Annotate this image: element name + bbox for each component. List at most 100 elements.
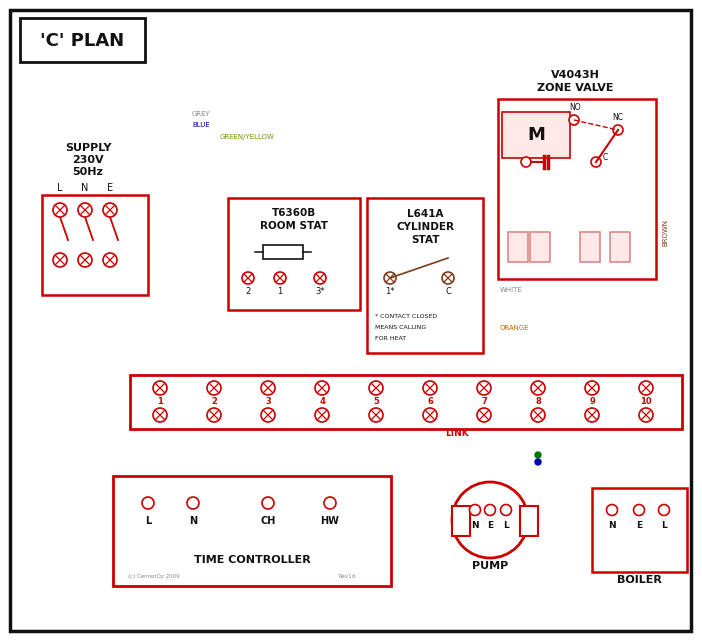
Text: 5: 5: [373, 397, 379, 406]
Text: BOILER: BOILER: [616, 575, 661, 585]
Text: 3*: 3*: [315, 287, 325, 296]
Circle shape: [585, 408, 599, 422]
Text: E: E: [107, 183, 113, 193]
Text: CH: CH: [260, 516, 276, 526]
Text: NO: NO: [569, 103, 581, 112]
Circle shape: [103, 253, 117, 267]
Text: 50Hz: 50Hz: [72, 167, 103, 177]
Circle shape: [535, 459, 541, 465]
Text: 1: 1: [157, 397, 163, 406]
Circle shape: [242, 272, 254, 284]
Text: T6360B: T6360B: [272, 208, 316, 218]
Circle shape: [324, 497, 336, 509]
Text: E: E: [487, 522, 493, 531]
Text: FOR HEAT: FOR HEAT: [375, 336, 406, 341]
FancyBboxPatch shape: [592, 488, 687, 572]
Circle shape: [207, 408, 221, 422]
Text: V4043H: V4043H: [550, 70, 600, 80]
Bar: [610, 232, 630, 262]
Circle shape: [535, 452, 541, 458]
Bar: [263, 245, 303, 259]
Circle shape: [521, 157, 531, 167]
FancyBboxPatch shape: [20, 18, 145, 62]
Circle shape: [274, 272, 286, 284]
Circle shape: [262, 497, 274, 509]
Circle shape: [633, 504, 644, 515]
Circle shape: [261, 408, 275, 422]
Circle shape: [315, 381, 329, 395]
Circle shape: [369, 381, 383, 395]
Text: E: E: [636, 522, 642, 531]
FancyBboxPatch shape: [228, 198, 360, 310]
Circle shape: [639, 408, 653, 422]
Text: GREEN/YELLOW: GREEN/YELLOW: [220, 134, 275, 140]
Text: L: L: [503, 522, 509, 531]
Text: N: N: [189, 516, 197, 526]
Bar: [580, 232, 600, 262]
Bar: [530, 232, 550, 262]
Circle shape: [103, 203, 117, 217]
FancyBboxPatch shape: [42, 195, 148, 295]
Circle shape: [477, 408, 491, 422]
Text: TIME CONTROLLER: TIME CONTROLLER: [194, 555, 310, 565]
Text: M: M: [527, 126, 545, 144]
Circle shape: [658, 504, 670, 515]
Text: 'C' PLAN: 'C' PLAN: [40, 32, 124, 50]
Circle shape: [607, 504, 618, 515]
Text: 8: 8: [535, 397, 541, 406]
Circle shape: [153, 381, 167, 395]
Text: 1: 1: [277, 287, 283, 296]
Bar: [452, 506, 470, 536]
Text: HW: HW: [321, 516, 340, 526]
Text: STAT: STAT: [411, 235, 439, 245]
Circle shape: [531, 408, 545, 422]
Text: 2: 2: [211, 397, 217, 406]
Text: C: C: [603, 153, 608, 162]
Text: L: L: [661, 522, 667, 531]
Bar: [508, 232, 528, 262]
Text: BROWN: BROWN: [662, 219, 668, 246]
Text: Rev1d: Rev1d: [338, 574, 355, 579]
Text: ROOM STAT: ROOM STAT: [260, 221, 328, 231]
Text: N: N: [81, 183, 88, 193]
Circle shape: [613, 125, 623, 135]
Circle shape: [470, 504, 480, 515]
Text: PUMP: PUMP: [472, 561, 508, 571]
Circle shape: [78, 253, 92, 267]
Circle shape: [585, 381, 599, 395]
Circle shape: [142, 497, 154, 509]
Text: NC: NC: [613, 113, 623, 122]
Circle shape: [315, 408, 329, 422]
Text: 1*: 1*: [385, 287, 395, 296]
Text: MEANS CALLING: MEANS CALLING: [375, 325, 426, 330]
Text: L641A: L641A: [406, 209, 443, 219]
Circle shape: [53, 203, 67, 217]
Bar: [520, 506, 538, 536]
Text: (c) CennerOz 2009: (c) CennerOz 2009: [128, 574, 180, 579]
Circle shape: [369, 408, 383, 422]
Circle shape: [569, 115, 579, 125]
FancyBboxPatch shape: [113, 476, 391, 586]
Text: 10: 10: [640, 397, 652, 406]
Circle shape: [384, 272, 396, 284]
Text: C: C: [445, 287, 451, 296]
Text: 6: 6: [427, 397, 433, 406]
Text: 9: 9: [589, 397, 595, 406]
Circle shape: [477, 381, 491, 395]
FancyBboxPatch shape: [498, 99, 656, 279]
Circle shape: [423, 408, 437, 422]
Circle shape: [53, 253, 67, 267]
Text: L: L: [58, 183, 62, 193]
Text: WHITE: WHITE: [500, 287, 523, 293]
Text: 7: 7: [481, 397, 487, 406]
Circle shape: [78, 203, 92, 217]
Circle shape: [484, 504, 496, 515]
Text: CYLINDER: CYLINDER: [396, 222, 454, 232]
Text: SUPPLY: SUPPLY: [65, 143, 111, 153]
Text: LINK: LINK: [445, 429, 469, 438]
Circle shape: [531, 381, 545, 395]
FancyBboxPatch shape: [502, 112, 570, 158]
Text: BLUE: BLUE: [192, 122, 210, 128]
Text: ORANGE: ORANGE: [500, 325, 529, 331]
Text: N: N: [471, 522, 479, 531]
